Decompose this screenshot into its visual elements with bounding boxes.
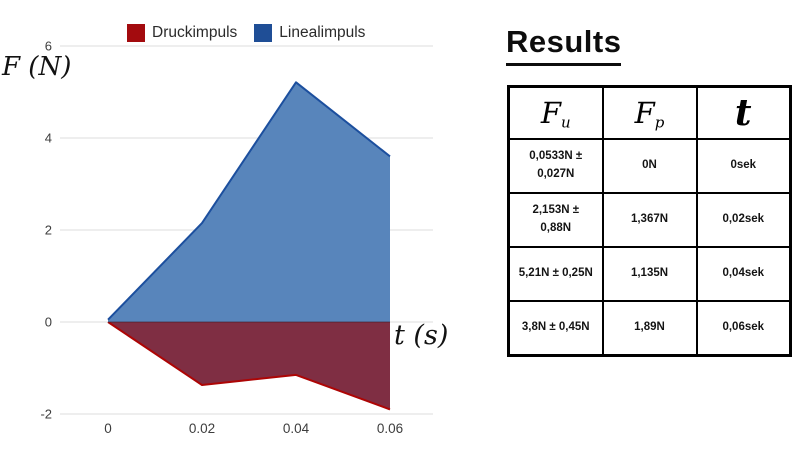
linealimpuls-color-swatch-icon <box>254 24 273 42</box>
impulse-chart-panel: Druckimpuls Linealimpuls F (N) t (s) 6 4 2… <box>2 24 449 436</box>
results-panel: Results Fu Fp t 0,0533N ± 0,027N 0N 0sek 2,153… <box>490 0 800 449</box>
results-header-row: Fu Fp t <box>507 85 792 140</box>
legend-item-linealimpuls[interactable]: Linealimpuls <box>254 24 365 42</box>
x-tick-label: 0 <box>104 421 112 436</box>
y-axis-label: F (N) <box>2 52 72 82</box>
legend-label-druckimpuls: Druckimpuls <box>152 24 238 41</box>
results-heading: Results <box>506 24 622 66</box>
results-cell: 0,02sek <box>695 192 792 248</box>
y-tick-label: 4 <box>45 131 52 146</box>
results-cell: 5,21N ± 0,25N <box>507 246 604 302</box>
legend-label-linealimpuls: Linealimpuls <box>279 24 366 41</box>
results-header-fu: Fu <box>507 85 604 140</box>
results-row: 5,21N ± 0,25N 1,135N 0,04sek <box>507 246 792 302</box>
druckimpuls-color-swatch-icon <box>127 24 145 42</box>
results-cell: 2,153N ± 0,88N <box>507 192 604 248</box>
area-linealimpuls <box>108 82 390 322</box>
line-druckimpuls <box>107 321 391 411</box>
line-linealimpuls <box>107 81 391 321</box>
x-tick-label: 0.02 <box>189 421 215 436</box>
area-druckimpuls <box>108 322 390 410</box>
chart-legend: Druckimpuls Linealimpuls <box>127 24 365 42</box>
y-tick-label: 0 <box>45 315 52 330</box>
results-header-t: t <box>695 85 792 140</box>
results-cell: 1,367N <box>601 192 698 248</box>
legend-item-druckimpuls[interactable]: Druckimpuls <box>127 24 237 42</box>
results-table: Fu Fp t 0,0533N ± 0,027N 0N 0sek 2,153N ± 0,88… <box>507 85 792 357</box>
results-row: 3,8N ± 0,45N 1,89N 0,06sek <box>507 300 792 357</box>
y-tick-label: -2 <box>40 407 52 422</box>
results-row: 0,0533N ± 0,027N 0N 0sek <box>507 138 792 194</box>
results-cell: 0sek <box>695 138 792 194</box>
results-row: 2,153N ± 0,88N 1,367N 0,02sek <box>507 192 792 248</box>
results-cell: 1,135N <box>601 246 698 302</box>
results-cell: 3,8N ± 0,45N <box>507 300 604 357</box>
results-cell: 0,0533N ± 0,027N <box>507 138 604 194</box>
y-tick-label: 2 <box>45 223 52 238</box>
results-cell: 0N <box>601 138 698 194</box>
x-tick-label: 0.06 <box>377 421 403 436</box>
y-tick-label: 6 <box>45 39 52 54</box>
results-header-fp: Fp <box>601 85 698 140</box>
results-cell: 1,89N <box>601 300 698 357</box>
impulse-area-chart: 6 4 2 0 -2 0 0.02 0.04 0.06 <box>40 39 433 436</box>
results-cell: 0,04sek <box>695 246 792 302</box>
results-cell: 0,06sek <box>695 300 792 357</box>
x-tick-label: 0.04 <box>283 421 310 436</box>
x-axis-label: t (s) <box>394 320 449 351</box>
